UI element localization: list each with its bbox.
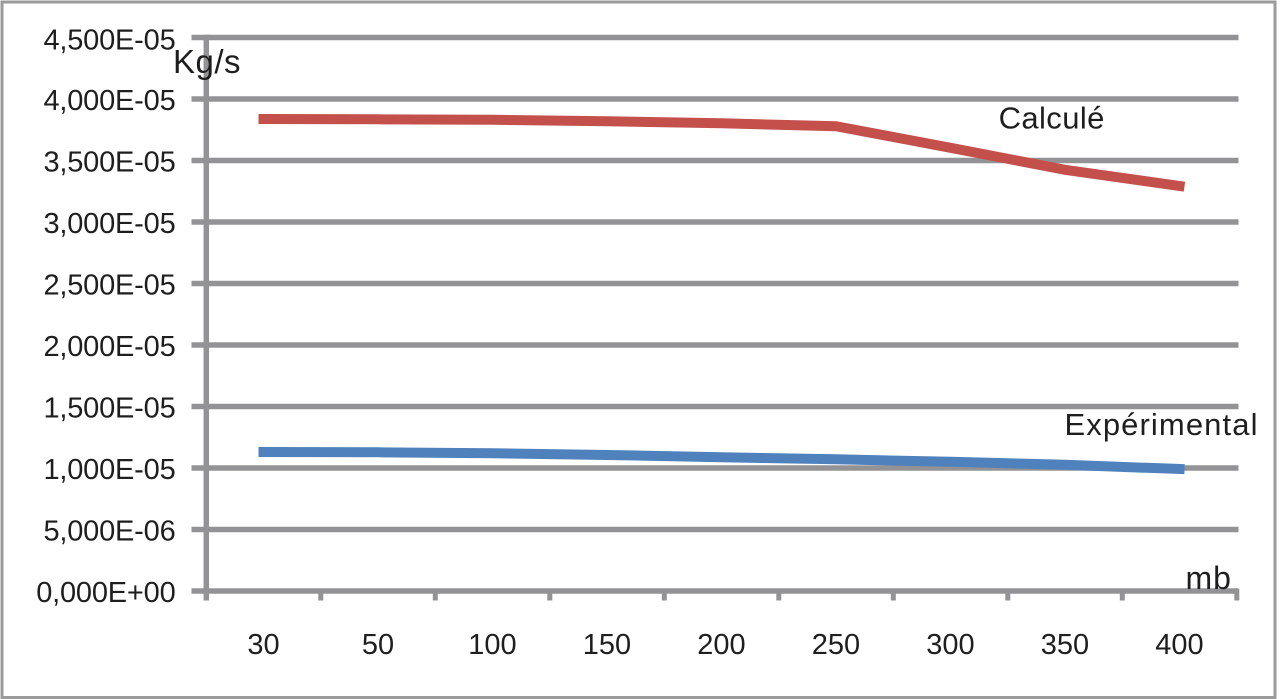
svg-text:200: 200 bbox=[697, 629, 745, 661]
svg-text:2,500E-05: 2,500E-05 bbox=[43, 270, 175, 302]
svg-text:3,000E-05: 3,000E-05 bbox=[43, 208, 175, 240]
svg-text:4,000E-05: 4,000E-05 bbox=[43, 85, 175, 117]
svg-text:30: 30 bbox=[247, 629, 279, 661]
svg-text:Kg/s: Kg/s bbox=[173, 43, 241, 80]
svg-text:250: 250 bbox=[812, 629, 860, 661]
svg-text:4,500E-05: 4,500E-05 bbox=[43, 25, 175, 57]
svg-text:1,500E-05: 1,500E-05 bbox=[43, 393, 175, 425]
svg-text:150: 150 bbox=[583, 629, 631, 661]
svg-text:400: 400 bbox=[1155, 629, 1203, 661]
svg-text:mb: mb bbox=[1186, 560, 1232, 596]
svg-text:0,000E+00: 0,000E+00 bbox=[36, 577, 175, 609]
svg-text:Expérimental: Expérimental bbox=[1064, 407, 1258, 442]
svg-text:100: 100 bbox=[468, 629, 516, 661]
svg-text:5,000E-06: 5,000E-06 bbox=[43, 516, 175, 548]
svg-text:1,000E-05: 1,000E-05 bbox=[43, 454, 175, 486]
svg-text:350: 350 bbox=[1041, 629, 1089, 661]
svg-text:Calculé: Calculé bbox=[999, 101, 1105, 136]
svg-text:3,500E-05: 3,500E-05 bbox=[43, 147, 175, 179]
svg-text:2,000E-05: 2,000E-05 bbox=[43, 331, 175, 363]
svg-text:50: 50 bbox=[362, 629, 394, 661]
svg-text:300: 300 bbox=[926, 629, 974, 661]
